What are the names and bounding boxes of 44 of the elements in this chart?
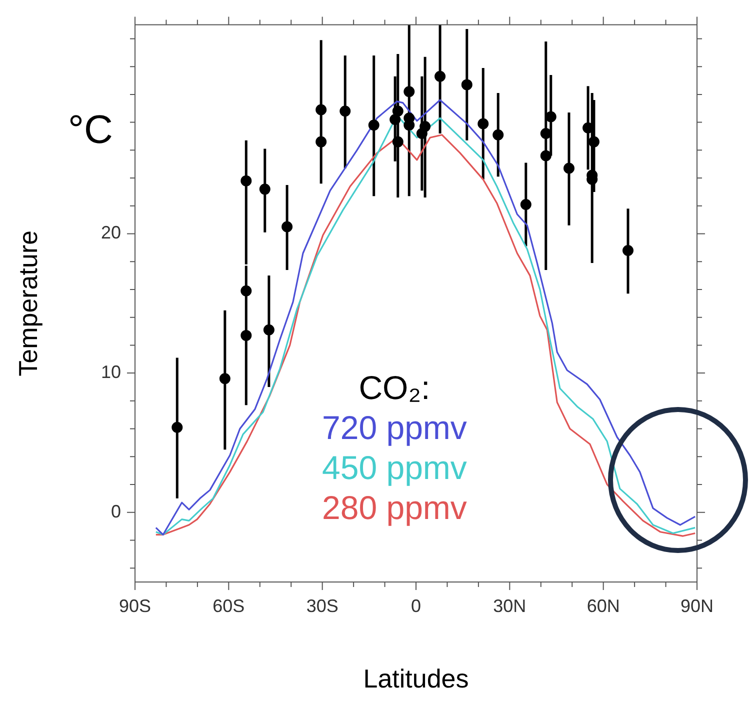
point (316, 104, 327, 116)
legend-title: CO₂: (358, 368, 432, 408)
y-tick-label: 0 (110, 501, 121, 522)
text: 280 ppmv (322, 488, 467, 528)
point (390, 114, 401, 126)
point (219, 373, 230, 384)
series-label: 720 ppmv (322, 408, 467, 448)
point (263, 324, 274, 336)
point (434, 70, 446, 82)
y-tick-label: 10 (100, 362, 121, 382)
point (316, 136, 327, 148)
point (492, 129, 504, 140)
x-tick-label: 30N (493, 596, 526, 616)
point (392, 106, 404, 117)
x-tick-label: 30S (306, 596, 338, 616)
point (540, 128, 552, 139)
point (240, 330, 252, 341)
x-tick-label: 90S (118, 596, 152, 616)
point (259, 184, 270, 195)
text: °C (68, 108, 113, 153)
point (240, 285, 252, 296)
point (172, 422, 183, 433)
x-tick-label: 0 (410, 596, 422, 616)
x-axis-title: Latitudes (363, 664, 469, 694)
point (478, 118, 489, 130)
x-tick-label: 90N (680, 596, 714, 616)
point (520, 198, 532, 210)
point (340, 106, 351, 117)
point (392, 136, 404, 148)
point (563, 162, 574, 174)
point (588, 136, 600, 148)
x-tick-label: 60N (586, 596, 620, 616)
y-tick-label: 20 (100, 222, 121, 243)
point (240, 175, 252, 186)
x-tick-label: 60S (212, 596, 245, 616)
point (461, 79, 472, 90)
text: 450 ppmv (322, 448, 467, 488)
y-axis-title: Temperature (12, 230, 43, 376)
point (368, 120, 380, 131)
point (282, 221, 293, 232)
point (404, 86, 415, 98)
point (420, 120, 431, 132)
point (622, 244, 634, 256)
point (540, 150, 552, 162)
